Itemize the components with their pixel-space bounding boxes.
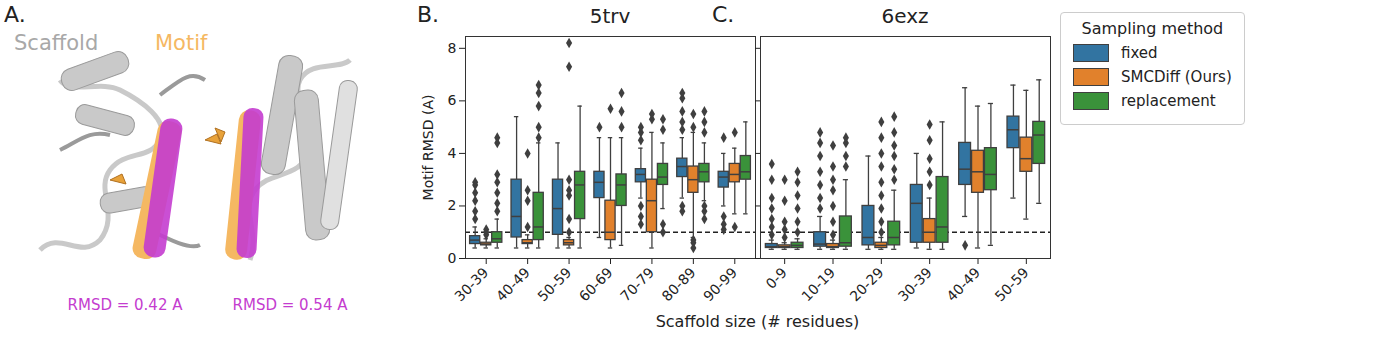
svg-text:10-19: 10-19	[798, 264, 838, 304]
svg-text:Scaffold: Scaffold	[14, 31, 98, 55]
svg-text:70-79: 70-79	[617, 264, 657, 304]
html-text:replacement: replacement	[1121, 92, 1216, 110]
svg-text:Motif RMSD (A): Motif RMSD (A)	[420, 95, 436, 201]
svg-text:50-59: 50-59	[992, 264, 1032, 304]
svg-text:4: 4	[448, 145, 457, 161]
html-text:6exz: 6exz	[881, 4, 929, 28]
svg-text:Motif: Motif	[155, 31, 208, 55]
svg-text:6: 6	[448, 92, 457, 108]
svg-text:40-49: 40-49	[493, 264, 533, 304]
svg-text:90-99: 90-99	[700, 264, 740, 304]
html-text:C.: C.	[712, 2, 735, 27]
svg-text:20-29: 20-29	[847, 264, 887, 304]
svg-text:0: 0	[448, 250, 457, 266]
svg-text:30-39: 30-39	[895, 264, 935, 304]
svg-text:60-69: 60-69	[576, 264, 616, 304]
html-text:5trv: 5trv	[589, 4, 631, 28]
html-text:fixed: fixed	[1121, 44, 1158, 62]
html-text:B.: B.	[417, 2, 440, 27]
svg-text:A.: A.	[4, 2, 26, 27]
svg-text:50-59: 50-59	[534, 264, 574, 304]
svg-text:RMSD = 0.42 A: RMSD = 0.42 A	[68, 296, 184, 314]
svg-text:80-89: 80-89	[659, 264, 699, 304]
html-text:Scaffold size (# residues): Scaffold size (# residues)	[655, 312, 860, 331]
svg-text:RMSD = 0.54 A: RMSD = 0.54 A	[233, 296, 349, 314]
html-text:Sampling method: Sampling method	[1081, 19, 1224, 38]
svg-text:40-49: 40-49	[943, 264, 983, 304]
svg-text:0-9: 0-9	[762, 264, 789, 291]
svg-text:2: 2	[448, 197, 457, 213]
svg-text:30-39: 30-39	[451, 264, 491, 304]
html-text:SMCDiff (Ours): SMCDiff (Ours)	[1121, 68, 1232, 86]
svg-text:8: 8	[448, 40, 457, 56]
